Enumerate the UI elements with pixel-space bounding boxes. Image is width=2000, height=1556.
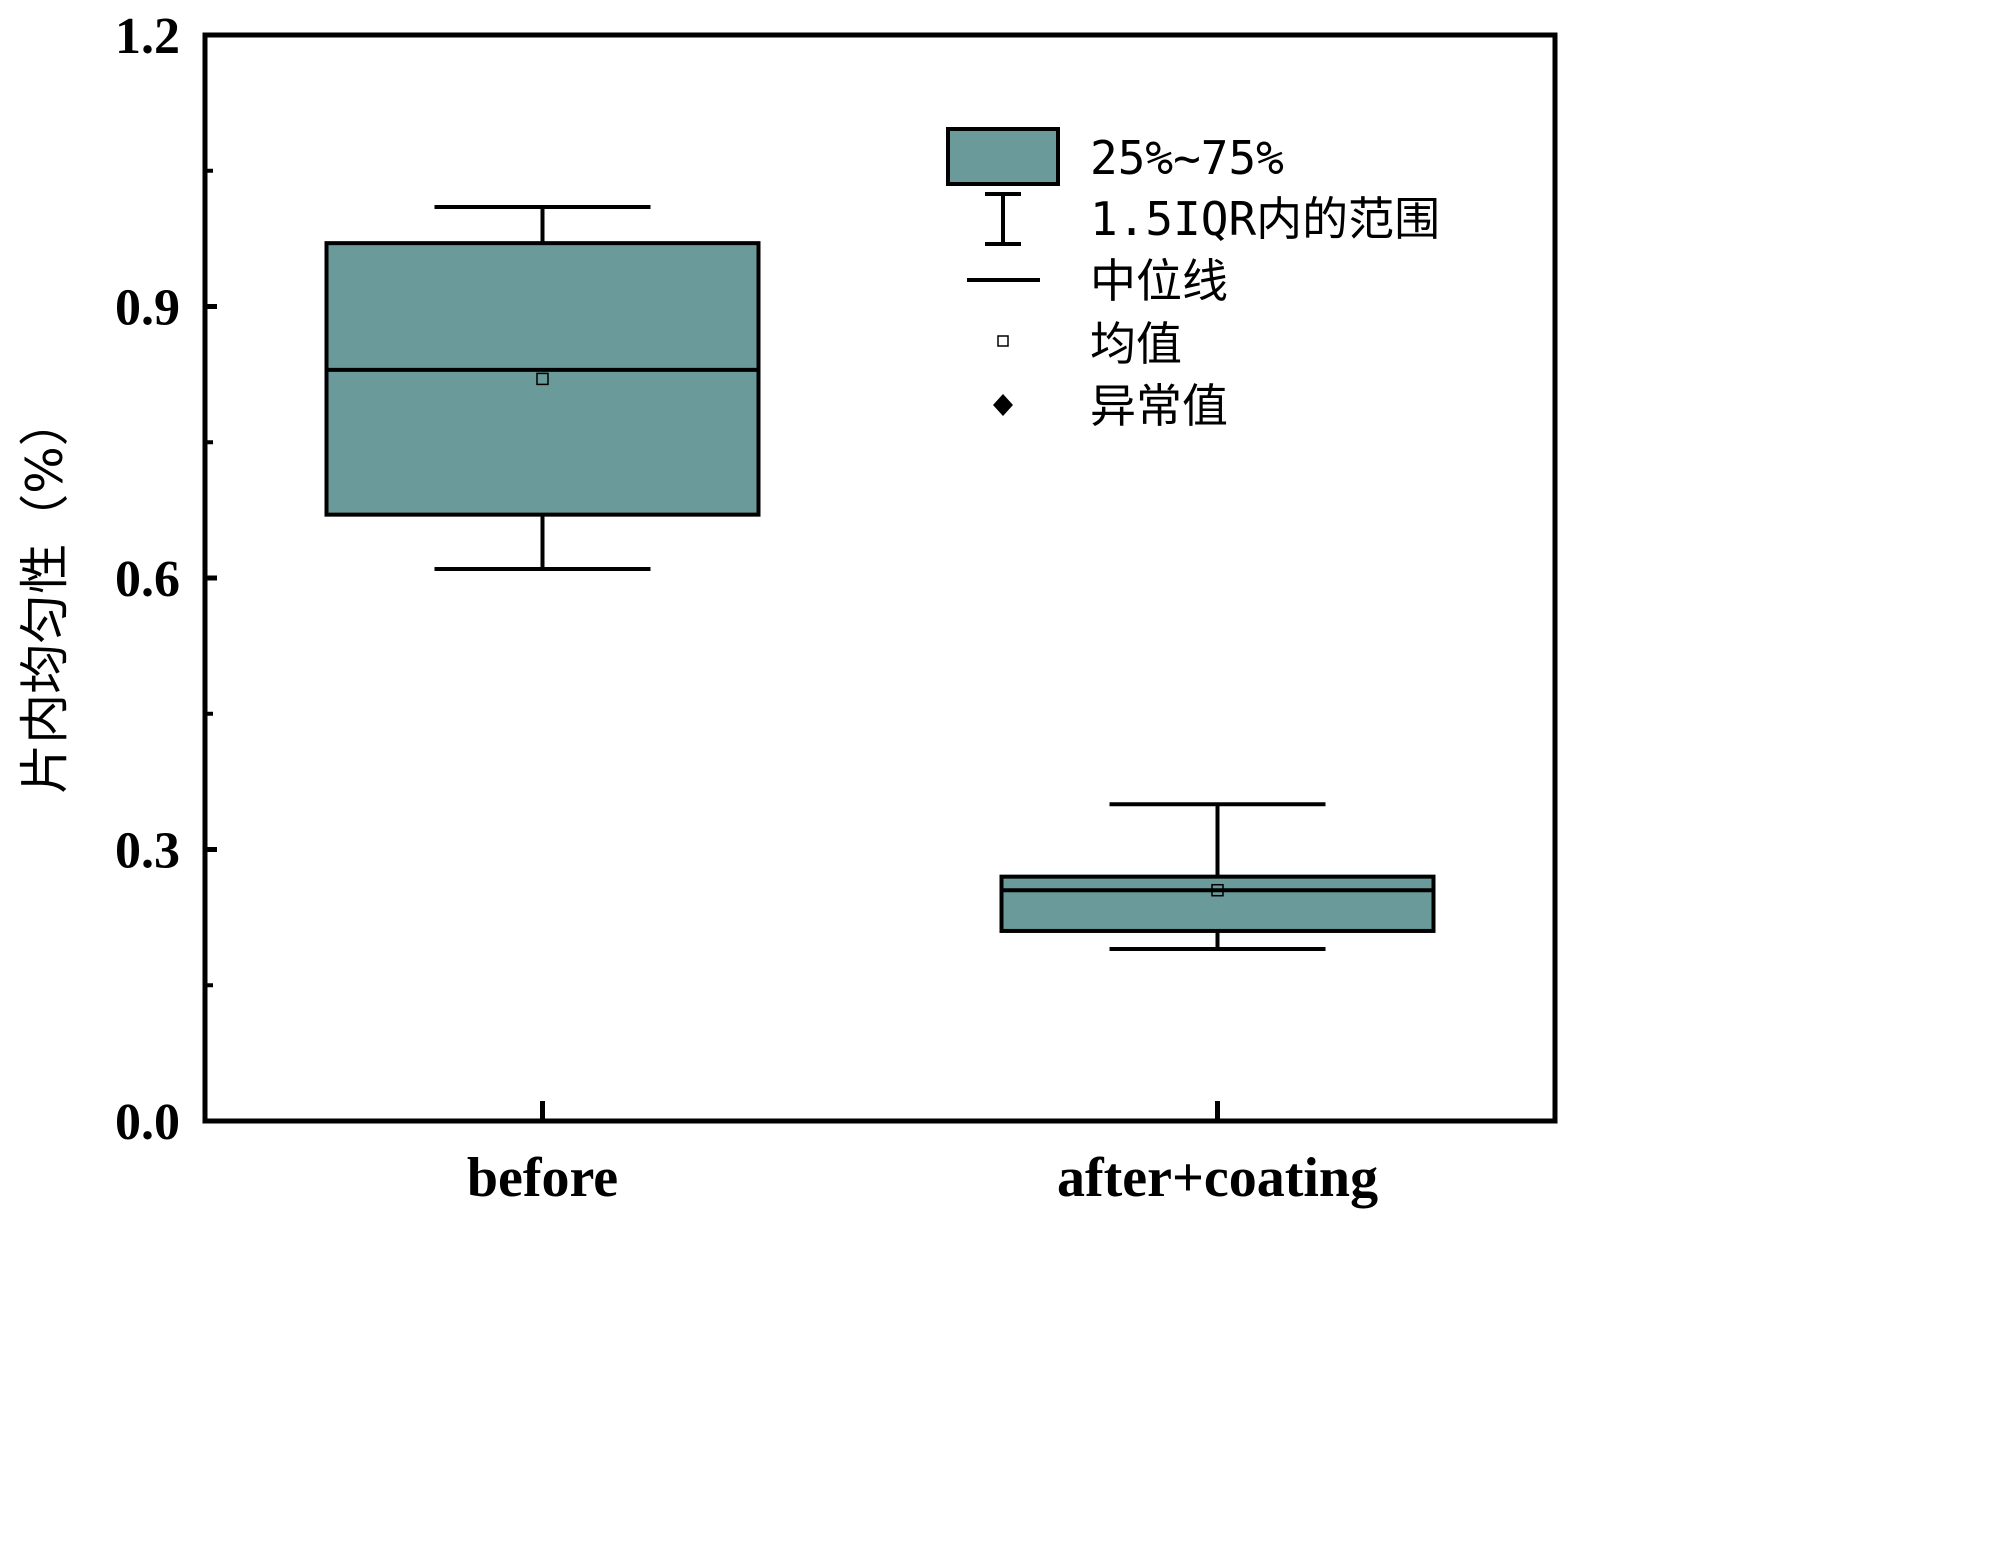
legend-label: 25%~75% — [1090, 131, 1284, 185]
box-before — [324, 204, 761, 571]
x-tick-label: before — [467, 1147, 618, 1209]
legend-item-box: 25%~75% — [946, 127, 1284, 186]
legend-label: 均值 — [1090, 317, 1182, 371]
legend-outlier-diamond — [993, 394, 1013, 416]
boxes — [324, 204, 1436, 952]
legend-item-outlier: 异常值 — [993, 379, 1228, 433]
y-tick-label: 0.0 — [115, 1094, 180, 1151]
iqr-box — [324, 241, 761, 517]
y-axis-label: 片内均匀性（%） — [16, 396, 74, 794]
box-after-coating — [999, 802, 1436, 952]
x-axis-ticks: before after+coating — [467, 1101, 1378, 1209]
y-tick-label: 0.9 — [115, 280, 180, 337]
y-tick-label: 0.6 — [115, 551, 180, 608]
legend-item-median: 中位线 — [967, 254, 1228, 308]
mean-marker — [536, 372, 549, 386]
x-tick-label: after+coating — [1057, 1147, 1378, 1209]
y-tick-label: 1.2 — [115, 8, 180, 65]
legend-mean-square — [997, 335, 1009, 347]
legend-box-swatch — [946, 127, 1060, 186]
y-axis-ticks: 0.0 0.3 0.6 0.9 1.2 — [115, 8, 217, 1151]
y-tick-label: 0.3 — [115, 823, 180, 880]
plot-frame — [202, 32, 1558, 1124]
box-plot-chart: 0.0 0.3 0.6 0.9 1.2 before after+coating 片内均匀… — [16, 8, 1558, 1209]
legend-item-mean: 均值 — [997, 317, 1182, 371]
mean-marker — [1211, 883, 1224, 897]
legend-label: 异常值 — [1090, 379, 1228, 433]
legend-label: 1.5IQR内的范围 — [1090, 192, 1440, 246]
legend-label: 中位线 — [1090, 254, 1228, 308]
iqr-box — [999, 874, 1436, 933]
legend-item-whisker: 1.5IQR内的范围 — [985, 192, 1440, 246]
